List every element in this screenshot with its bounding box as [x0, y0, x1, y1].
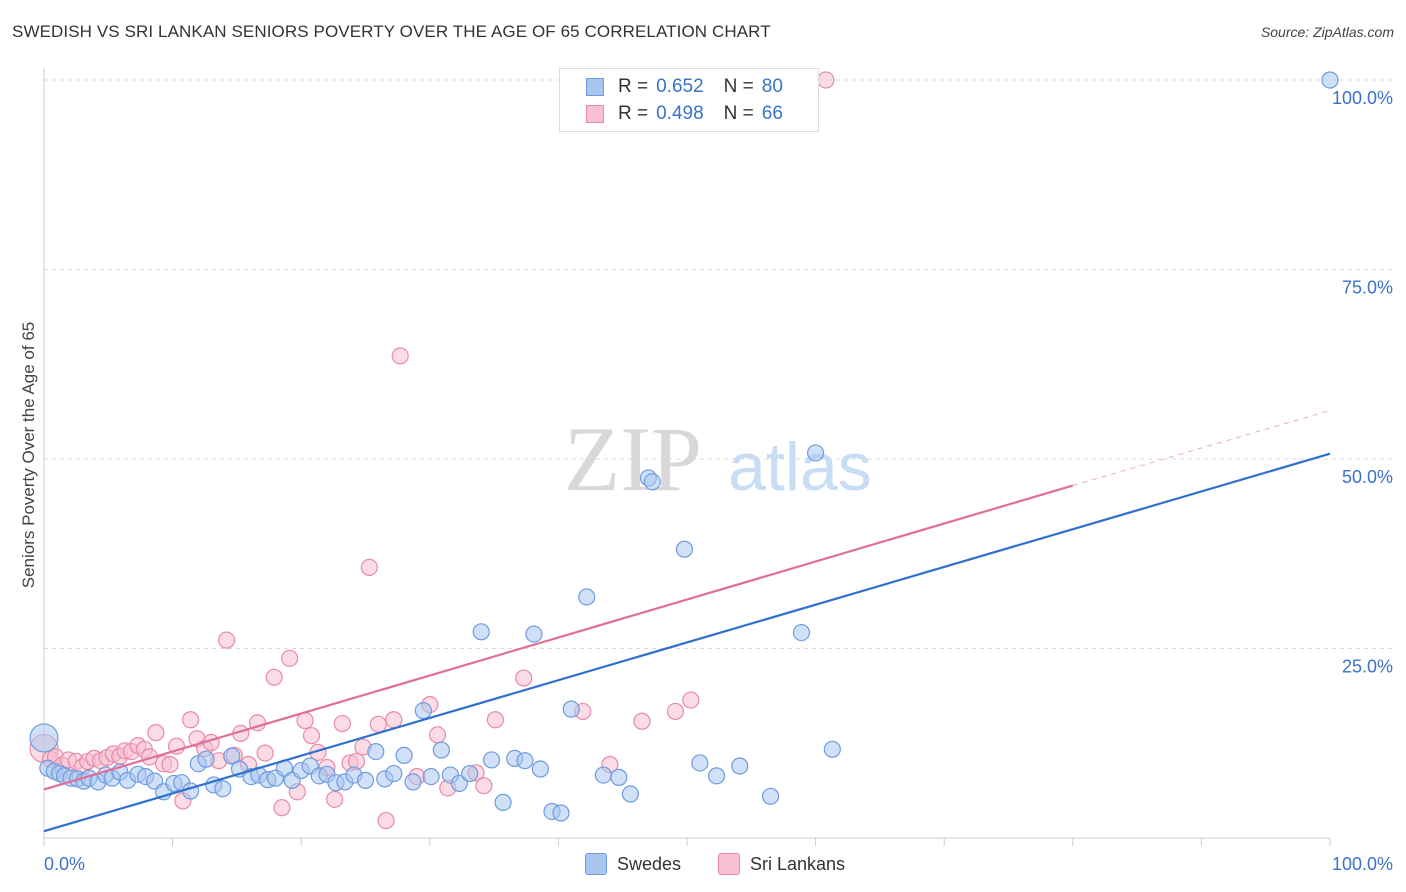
data-point	[265, 668, 283, 686]
data-point	[666, 702, 685, 721]
data-point	[792, 623, 811, 642]
bottom-legend-label-sri-lankans: Sri Lankans	[750, 853, 846, 874]
series-sri-lankans-points	[29, 71, 835, 830]
data-point	[562, 700, 580, 718]
tick-labels: 25.0% 50.0% 75.0% 100.0% 0.0% 100.0%	[44, 88, 1393, 874]
data-point	[404, 773, 422, 791]
legend-n-value: 66	[761, 103, 783, 124]
data-point	[610, 768, 628, 786]
data-point	[1321, 71, 1339, 89]
data-point	[482, 751, 501, 769]
trend-line-sri-lankans	[43, 484, 1074, 791]
legend-r-label: R =	[618, 76, 649, 97]
data-point	[385, 764, 403, 783]
bottom-legend-swatch-swedes	[585, 853, 607, 875]
legend-n-label: N =	[723, 76, 754, 97]
data-point	[675, 540, 694, 558]
trend-extension-sri-lankans	[1072, 410, 1331, 487]
chart-title: SWEDISH VS SRI LANKAN SENIORS POVERTY OV…	[12, 22, 771, 41]
legend-r-label: R =	[618, 103, 649, 124]
data-point	[494, 793, 512, 811]
legend-r-value: 0.498	[656, 103, 704, 124]
data-point	[515, 669, 533, 687]
data-point	[525, 625, 543, 643]
legend-swatch-swedes	[586, 78, 604, 96]
data-point	[594, 766, 613, 784]
data-point	[823, 740, 841, 758]
data-point	[486, 711, 504, 729]
chart-source: Source: ZipAtlas.com	[1260, 24, 1394, 40]
y-tick-label: 100.0%	[1332, 88, 1393, 108]
data-point	[414, 702, 432, 720]
data-point	[432, 741, 450, 759]
watermark-zip: ZIP	[564, 408, 702, 510]
data-point	[333, 714, 351, 733]
data-point	[281, 649, 299, 667]
data-point	[731, 757, 749, 775]
data-point	[578, 588, 596, 606]
data-point	[806, 444, 825, 462]
data-point	[691, 754, 709, 772]
data-point	[360, 558, 378, 576]
data-point	[256, 744, 274, 762]
data-point	[369, 715, 387, 733]
data-point	[302, 727, 321, 745]
y-tick-label: 75.0%	[1342, 278, 1393, 298]
stats-legend: R = 0.652 N = 80 R = 0.498 N = 66	[559, 68, 819, 132]
legend-n-value: 80	[761, 76, 783, 97]
data-point	[633, 712, 651, 730]
data-point	[761, 787, 780, 805]
data-point	[182, 711, 200, 729]
legend-row-swedes: R = 0.652 N = 80	[586, 75, 783, 99]
data-point	[377, 811, 395, 830]
trend-lines	[43, 410, 1331, 833]
data-point	[516, 752, 534, 770]
bottom-legend-swatch-sri-lankans	[718, 853, 740, 875]
y-axis-label: Seniors Poverty Over the Age of 65	[19, 322, 38, 588]
data-point	[621, 785, 640, 803]
data-point	[29, 723, 59, 753]
legend-n-label: N =	[723, 103, 754, 124]
watermark-atlas: atlas	[728, 429, 872, 505]
data-point	[218, 631, 236, 649]
data-point	[428, 726, 447, 744]
data-point	[707, 767, 726, 785]
data-point	[326, 790, 344, 808]
data-point	[273, 799, 291, 817]
x-tick-label: 0.0%	[44, 854, 85, 874]
axes	[43, 68, 1331, 846]
data-point	[395, 746, 413, 764]
data-point	[214, 780, 232, 798]
data-point	[197, 750, 215, 768]
data-point	[422, 768, 440, 786]
data-point	[472, 623, 490, 641]
data-point	[367, 742, 385, 761]
data-point	[475, 777, 493, 795]
data-point	[147, 724, 165, 742]
data-point	[391, 347, 409, 365]
data-point	[682, 691, 700, 709]
data-point	[223, 747, 241, 765]
series-swedes-points	[29, 71, 1339, 822]
data-point	[531, 760, 549, 778]
bottom-legend-sri-lankans: Sri Lankans	[718, 852, 845, 876]
bottom-legend-swedes: Swedes	[585, 852, 681, 876]
legend-swatch-sri-lankans	[586, 105, 604, 123]
data-point	[385, 711, 403, 729]
y-tick-label: 50.0%	[1342, 467, 1393, 487]
data-point	[552, 804, 570, 822]
legend-r-value: 0.652	[656, 76, 704, 97]
data-point	[161, 755, 179, 774]
trend-line-swedes	[43, 452, 1331, 833]
data-point	[643, 473, 661, 491]
bottom-legend-label-swedes: Swedes	[617, 853, 682, 874]
data-point	[817, 71, 835, 89]
x-tick-label: 100.0%	[1332, 854, 1393, 874]
data-point	[356, 771, 375, 789]
grid-lines	[44, 79, 1392, 649]
data-point	[461, 764, 479, 783]
legend-row-sri-lankans: R = 0.498 N = 66	[586, 102, 783, 126]
y-tick-label: 25.0%	[1342, 657, 1393, 677]
